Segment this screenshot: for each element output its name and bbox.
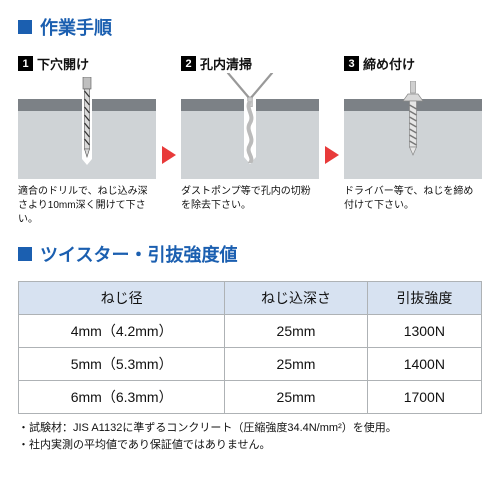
cell: 5mm（5.3mm） <box>19 348 225 381</box>
step-title: 1 下穴開け <box>18 54 156 73</box>
cross-section-diagram <box>18 79 156 179</box>
step-title: 3 締め付け <box>344 54 482 73</box>
section-title: ツイスター・引抜強度値 <box>40 241 237 267</box>
drill-bit-icon <box>80 77 94 161</box>
steps-row: 1 下穴開け 適合のドリルで、ねじ込み深さより10mm深く開けて下さい。 2 孔… <box>18 54 482 227</box>
section-strength: ツイスター・引抜強度値 ねじ径 ねじ込深さ 引抜強度 4mm（4.2mm） 25… <box>18 241 482 453</box>
section-title: 作業手順 <box>40 14 112 40</box>
cell: 1700N <box>367 381 481 414</box>
note-line: ・社内実測の平均値であり保証値ではありません。 <box>18 437 482 454</box>
table-row: 4mm（4.2mm） 25mm 1300N <box>19 315 482 348</box>
cross-section-diagram <box>181 79 319 179</box>
cell: 1400N <box>367 348 481 381</box>
accent-square-icon <box>18 247 32 261</box>
cell: 6mm（6.3mm） <box>19 381 225 414</box>
table-notes: ・試験材：JIS A1132に準ずるコンクリート（圧縮強度34.4N/mm²）を… <box>18 420 482 453</box>
step-3: 3 締め付け ドライバー等で、ねじを締め付けて下さい。 <box>344 54 482 213</box>
step-caption: 適合のドリルで、ねじ込み深さより10mm深く開けて下さい。 <box>18 185 156 227</box>
step-number-badge: 3 <box>344 56 359 71</box>
step-number-badge: 2 <box>181 56 196 71</box>
step-label: 孔内清掃 <box>200 54 252 73</box>
step-title: 2 孔内清掃 <box>181 54 319 73</box>
cell: 25mm <box>225 348 367 381</box>
cell: 1300N <box>367 315 481 348</box>
cell: 25mm <box>225 315 367 348</box>
step-1: 1 下穴開け 適合のドリルで、ねじ込み深さより10mm深く開けて下さい。 <box>18 54 156 227</box>
dust-wavy-icon <box>243 101 257 163</box>
arrow-icon <box>325 146 339 164</box>
arrow-icon <box>162 146 176 164</box>
table-row: 6mm（6.3mm） 25mm 1700N <box>19 381 482 414</box>
col-header: 引抜強度 <box>367 282 481 315</box>
section-header-strength: ツイスター・引抜強度値 <box>18 241 482 267</box>
table-row: 5mm（5.3mm） 25mm 1400N <box>19 348 482 381</box>
step-caption: ドライバー等で、ねじを締め付けて下さい。 <box>344 185 482 213</box>
note-line: ・試験材：JIS A1132に準ずるコンクリート（圧縮強度34.4N/mm²）を… <box>18 420 482 437</box>
strength-table: ねじ径 ねじ込深さ 引抜強度 4mm（4.2mm） 25mm 1300N 5mm… <box>18 281 482 414</box>
step-number-badge: 1 <box>18 56 33 71</box>
accent-square-icon <box>18 20 32 34</box>
cross-section-diagram <box>344 79 482 179</box>
col-header: ねじ込深さ <box>225 282 367 315</box>
cell: 25mm <box>225 381 367 414</box>
cell: 4mm（4.2mm） <box>19 315 225 348</box>
col-header: ねじ径 <box>19 282 225 315</box>
step-2: 2 孔内清掃 ダストポンプ等で孔内の切粉を除去下さい。 <box>181 54 319 213</box>
section-header-procedure: 作業手順 <box>18 14 482 40</box>
step-label: 下穴開け <box>37 54 89 73</box>
screw-icon <box>400 81 426 159</box>
step-label: 締め付け <box>363 54 415 73</box>
step-caption: ダストポンプ等で孔内の切粉を除去下さい。 <box>181 185 319 213</box>
